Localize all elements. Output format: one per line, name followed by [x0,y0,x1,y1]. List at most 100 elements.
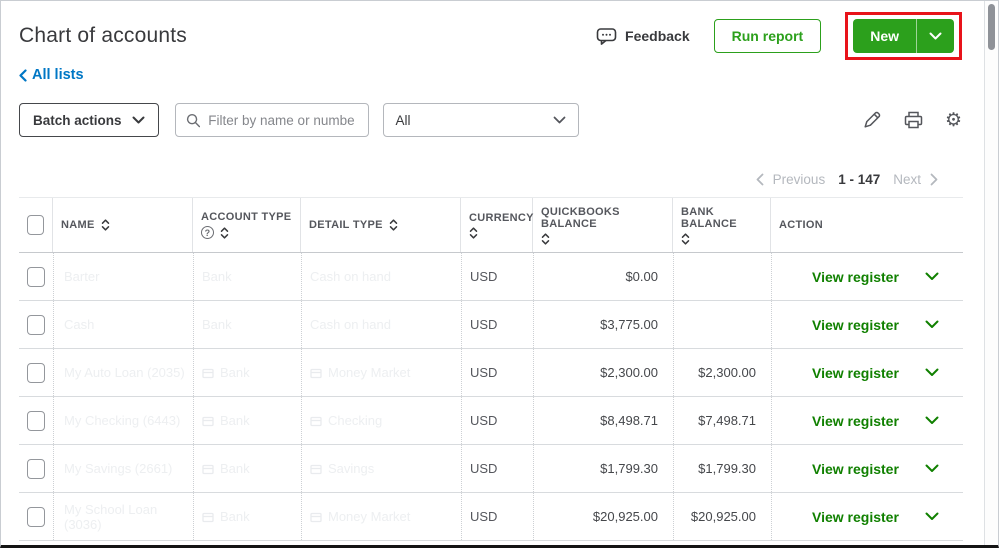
column-header-action: ACTION [779,219,823,231]
detail-type: Checking [301,397,461,444]
column-header-quickbooks-balance[interactable]: QUICKBOOKS BALANCE [533,198,673,252]
column-header-currency[interactable]: CURRENCY [461,198,533,252]
detail-type: Money Market [301,349,461,396]
view-register-link[interactable]: View register [812,460,899,477]
type-filter-value: All [395,112,411,128]
row-checkbox[interactable] [27,506,45,527]
search-icon [186,113,200,127]
currency: USD [461,253,533,300]
feedback-button[interactable]: Feedback [596,27,690,46]
filter-input[interactable] [208,112,358,128]
new-dropdown-toggle[interactable] [917,19,954,53]
all-lists-back-link[interactable]: All lists [19,67,84,83]
new-split-button[interactable]: New [853,19,954,53]
column-header-detail-type[interactable]: DETAIL TYPE [301,198,461,252]
run-report-button[interactable]: Run report [713,19,822,53]
chevron-down-icon [553,116,565,124]
new-button-label[interactable]: New [870,28,899,44]
filter-search-field[interactable] [174,103,369,137]
sort-icon [681,232,690,245]
quickbooks-balance: $2,300.00 [533,349,673,396]
vertical-scrollbar[interactable] [984,1,998,545]
bank-feed-icon [202,367,214,379]
quickbooks-balance: $20,925.00 [533,493,673,540]
row-checkbox[interactable] [27,410,45,431]
sort-icon [220,226,229,239]
row-action-chevron-icon[interactable] [925,320,939,329]
chevron-left-icon [19,68,27,82]
page-header: Chart of accounts Feedback Run rep [19,11,984,61]
chevron-down-icon [929,32,942,40]
table-row: Barter Bank Cash on hand USD $0.00 View … [19,253,963,301]
row-checkbox[interactable] [27,458,45,479]
print-icon[interactable] [903,110,924,130]
sort-icon [541,232,550,245]
row-action-chevron-icon[interactable] [925,272,939,281]
feedback-speech-bubble-icon [596,27,617,46]
pagination-range: 1 - 147 [838,171,881,187]
view-register-link[interactable]: View register [812,412,899,429]
currency: USD [461,349,533,396]
bank-balance: $2,300.00 [673,349,771,396]
detail-type: Cash on hand [301,301,461,348]
column-header-name[interactable]: NAME [53,198,193,252]
quickbooks-balance: $0.00 [533,253,673,300]
highlight-red-box: New [845,12,962,60]
all-lists-label: All lists [32,67,84,83]
edit-pencil-icon[interactable] [862,110,882,130]
batch-actions-label: Batch actions [33,112,122,128]
bank-balance [673,301,771,348]
account-name: My Checking (6443) [53,397,193,444]
row-checkbox[interactable] [27,362,45,383]
view-register-link[interactable]: View register [812,268,899,285]
account-type-filter-select[interactable]: All [382,103,579,137]
row-checkbox[interactable] [27,314,45,335]
help-icon[interactable]: ? [201,226,214,239]
sort-icon [101,219,109,231]
row-action-chevron-icon[interactable] [925,368,939,377]
table-row: My School Loan (3036) Bank Money Market … [19,493,963,541]
next-label: Next [893,171,921,187]
quickbooks-balance: $8,498.71 [533,397,673,444]
row-action-chevron-icon[interactable] [925,464,939,473]
row-action-chevron-icon[interactable] [925,512,939,521]
account-type: Bank [193,445,301,492]
view-register-link[interactable]: View register [812,316,899,333]
chevron-down-icon [132,116,145,124]
account-name: Cash [53,301,193,348]
page-title: Chart of accounts [19,24,187,47]
view-register-link[interactable]: View register [812,508,899,525]
bank-balance: $1,799.30 [673,445,771,492]
previous-label: Previous [772,171,826,187]
account-type: Bank [193,493,301,540]
bank-feed-icon [202,511,214,523]
account-name: My Savings (2661) [53,445,193,492]
account-type: Bank [193,397,301,444]
previous-page-button[interactable]: Previous [756,171,826,187]
table-row: My Savings (2661) Bank Savings USD $1,79… [19,445,963,493]
batch-actions-dropdown[interactable]: Batch actions [19,103,159,137]
select-all-checkbox[interactable] [27,215,44,235]
row-action-chevron-icon[interactable] [925,416,939,425]
next-page-button[interactable]: Next [893,172,938,187]
feedback-label: Feedback [625,28,690,44]
column-header-account-type[interactable]: ACCOUNT TYPE ? [193,198,301,252]
row-checkbox[interactable] [27,266,45,287]
chevron-left-icon [756,173,764,185]
table-row: My Checking (6443) Bank Checking USD $8,… [19,397,963,445]
column-header-bank-balance[interactable]: BANK BALANCE [673,198,771,252]
account-name: Barter [53,253,193,300]
bank-feed-icon [310,415,322,427]
gear-icon[interactable]: ⚙ [944,109,962,131]
bank-balance [673,253,771,300]
account-type: Bank [193,301,301,348]
account-name: My Auto Loan (2035) [53,349,193,396]
sort-icon [469,226,478,239]
detail-type: Cash on hand [301,253,461,300]
scrollbar-thumb[interactable] [988,4,995,50]
accounts-table: NAME ACCOUNT TYPE ? DETAIL TYPE CURRENCY [19,197,963,541]
account-name: My School Loan (3036) [53,493,193,540]
account-type: Bank [193,349,301,396]
view-register-link[interactable]: View register [812,364,899,381]
